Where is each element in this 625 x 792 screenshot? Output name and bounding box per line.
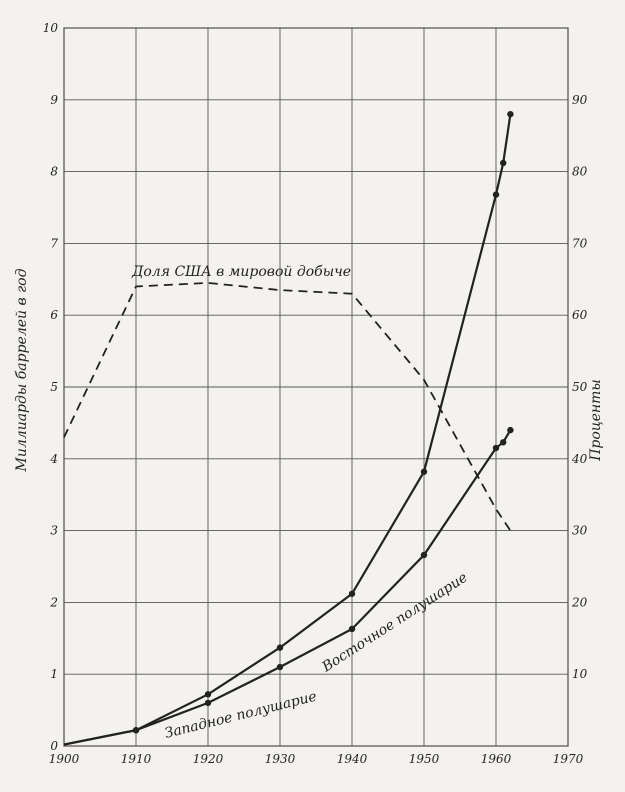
series-point bbox=[348, 625, 356, 633]
series-point bbox=[420, 468, 428, 475]
left-y-axis-ticks: 0 1 2 3 4 5 6 7 8 9 10 bbox=[43, 21, 59, 753]
right-y-tick-label: 90 bbox=[572, 93, 588, 107]
series-point bbox=[492, 444, 500, 452]
annotation-western-hemisphere: Западное полушарие bbox=[163, 689, 318, 742]
x-tick-label: 1970 bbox=[553, 752, 584, 766]
left-y-tick-label: 8 bbox=[50, 165, 58, 179]
right-y-tick-label: 20 bbox=[571, 595, 588, 609]
x-tick-label: 1920 bbox=[193, 752, 224, 766]
left-y-tick-label: 10 bbox=[43, 21, 59, 35]
x-axis-ticks: 1900 1910 1920 1930 1940 1950 1960 1970 bbox=[49, 752, 584, 766]
left-y-tick-label: 4 bbox=[49, 452, 58, 466]
grid bbox=[63, 27, 569, 747]
series-point bbox=[507, 426, 514, 434]
left-y-tick-label: 1 bbox=[50, 667, 58, 681]
series-point bbox=[420, 551, 428, 559]
series-point bbox=[348, 590, 356, 597]
x-tick-label: 1900 bbox=[49, 752, 80, 766]
series-line-0 bbox=[63, 114, 512, 746]
left-y-tick-label: 2 bbox=[49, 595, 58, 609]
x-tick-label: 1950 bbox=[409, 752, 440, 766]
series-point bbox=[204, 699, 212, 707]
series-point bbox=[204, 691, 212, 698]
right-y-tick-label: 10 bbox=[572, 667, 588, 681]
x-tick-label: 1940 bbox=[337, 752, 368, 766]
series-point bbox=[276, 644, 284, 651]
left-y-tick-label: 7 bbox=[50, 236, 58, 250]
series-point bbox=[500, 439, 507, 446]
right-y-tick-label: 70 bbox=[572, 236, 588, 250]
series-us-share-line bbox=[63, 281, 512, 532]
right-y-tick-label: 80 bbox=[572, 165, 588, 179]
series-point bbox=[132, 727, 140, 734]
series-point bbox=[492, 191, 500, 198]
left-y-tick-label: 9 bbox=[50, 93, 58, 107]
right-y-tick-label: 60 bbox=[572, 308, 588, 322]
left-y-tick-label: 0 bbox=[50, 739, 58, 753]
series-point bbox=[500, 159, 507, 167]
x-tick-label: 1960 bbox=[481, 752, 512, 766]
x-tick-label: 1930 bbox=[265, 752, 296, 766]
annotation-us-share: Доля США в мировой добыче bbox=[131, 264, 351, 280]
right-y-tick-label: 50 bbox=[572, 380, 588, 394]
left-y-tick-label: 3 bbox=[50, 524, 58, 538]
right-y-tick-label: 30 bbox=[572, 524, 588, 538]
right-y-axis-ticks: 10 20 30 40 50 60 70 80 90 bbox=[571, 93, 588, 681]
left-y-tick-label: 6 bbox=[50, 308, 58, 322]
x-tick-label: 1910 bbox=[121, 752, 152, 766]
right-y-tick-label: 40 bbox=[571, 452, 588, 466]
right-axis-title: Проценты bbox=[588, 379, 604, 462]
left-axis-title: Миллиарды баррелей в год bbox=[14, 268, 30, 472]
series-point bbox=[507, 110, 514, 118]
series-point bbox=[276, 663, 284, 671]
left-y-tick-label: 5 bbox=[50, 380, 58, 394]
series-layer bbox=[63, 110, 514, 746]
